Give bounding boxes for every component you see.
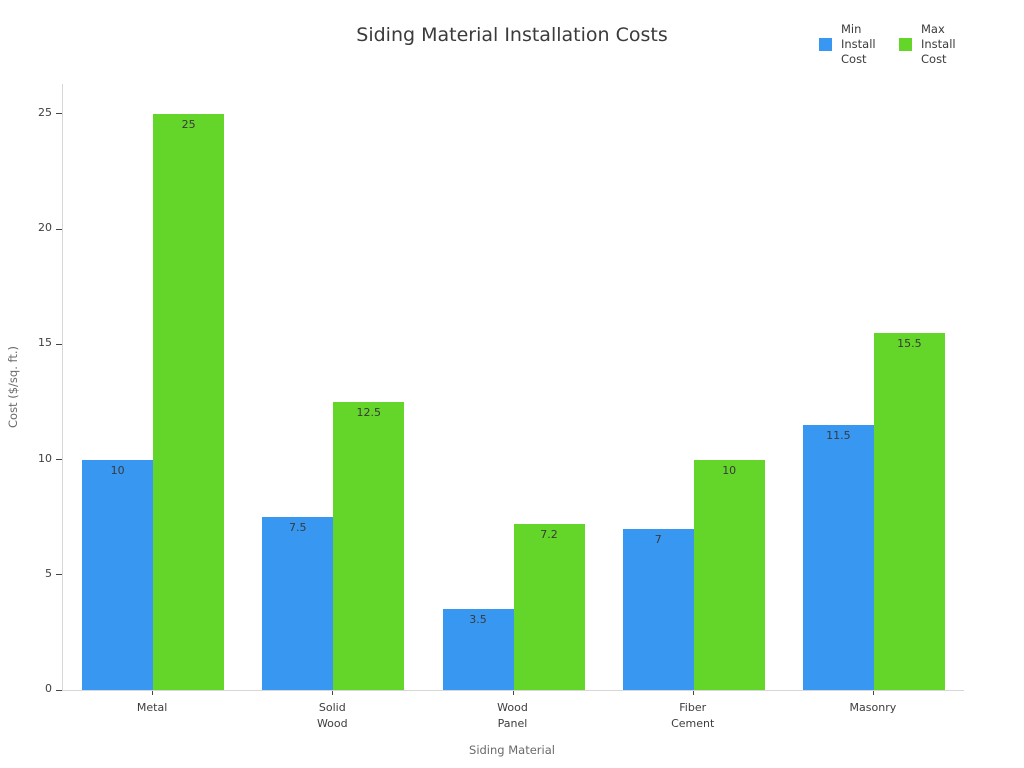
y-tick-label: 20 xyxy=(38,221,52,235)
bar-value-label: 10 xyxy=(110,463,125,477)
chart-title: Siding Material Installation Costs xyxy=(356,24,668,46)
y-tick-mark xyxy=(56,113,62,115)
y-tick-label: 25 xyxy=(38,105,52,119)
x-category-label: Solid Wood xyxy=(316,701,348,730)
y-tick-label: 10 xyxy=(38,451,52,465)
bar-value-label: 11.5 xyxy=(826,429,851,443)
bar-value-label: 7.2 xyxy=(540,528,558,542)
bar-value-label: 15.5 xyxy=(897,336,922,350)
y-tick-mark xyxy=(56,343,62,345)
bar-value-label: 25 xyxy=(181,117,196,131)
bar-min-install-cost xyxy=(262,517,334,690)
x-category-label: Metal xyxy=(136,701,168,714)
bar-value-label: 12.5 xyxy=(356,405,382,419)
x-category-label: Wood Panel xyxy=(497,701,528,730)
plot-area: 10 25 7.5 12.5 3.5 7.2 7 10 11.5 15.5 xyxy=(62,84,964,691)
legend-item: Min Install Cost xyxy=(819,22,886,67)
bar-value-label: 3.5 xyxy=(469,613,487,627)
bar-max-install-cost xyxy=(333,401,405,690)
legend-swatch-icon xyxy=(899,38,912,51)
y-tick-mark xyxy=(56,689,62,691)
x-tick-mark xyxy=(512,691,514,695)
y-tick-label: 0 xyxy=(45,682,52,695)
bar-max-install-cost xyxy=(153,113,225,690)
bar-min-install-cost xyxy=(82,459,154,690)
x-tick-mark xyxy=(872,691,874,695)
y-axis-title: Cost ($/sq. ft.) xyxy=(6,346,20,428)
bar-min-install-cost xyxy=(442,609,514,690)
bar-min-install-cost xyxy=(622,528,694,690)
bar-max-install-cost xyxy=(693,459,765,690)
y-tick-mark xyxy=(56,228,62,230)
legend-label: Min Install Cost xyxy=(841,22,876,66)
bar-value-label: 7 xyxy=(654,532,662,546)
legend-swatch-icon xyxy=(819,38,832,51)
bar-max-install-cost xyxy=(873,332,945,690)
legend-label: Max Install Cost xyxy=(921,22,956,66)
x-tick-mark xyxy=(692,691,694,695)
legend-item: Max Install Cost xyxy=(899,22,966,67)
bar-value-label: 10 xyxy=(722,463,737,477)
x-category-label: Fiber Cement xyxy=(671,701,715,730)
x-category-label: Masonry xyxy=(849,701,897,714)
x-tick-mark xyxy=(152,691,154,695)
y-tick-label: 15 xyxy=(38,336,52,350)
bar-min-install-cost xyxy=(802,425,874,690)
legend: Min Install Cost Max Install Cost xyxy=(819,22,966,67)
y-tick-label: 5 xyxy=(45,566,52,580)
x-tick-mark xyxy=(332,691,334,695)
y-tick-mark xyxy=(56,459,62,461)
x-axis-title: Siding Material xyxy=(469,743,555,757)
bar-value-label: 7.5 xyxy=(289,521,307,535)
bar-max-install-cost xyxy=(513,524,585,690)
y-tick-mark xyxy=(56,574,62,576)
